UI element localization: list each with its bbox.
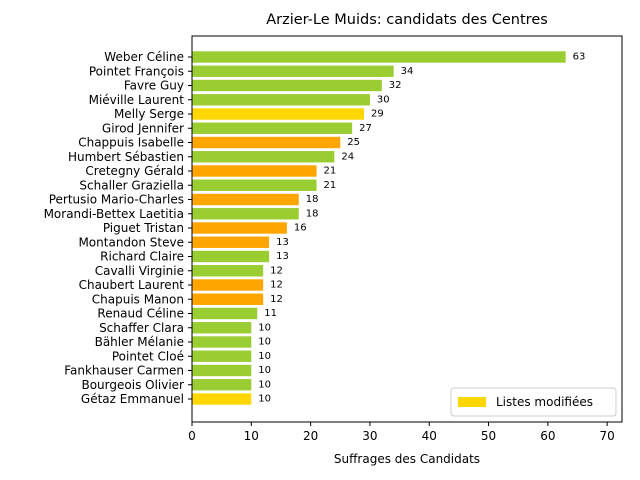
bar: [192, 336, 252, 348]
bar: [192, 364, 252, 377]
y-tick-label: Gétaz Emmanuel: [81, 392, 184, 406]
y-tick-label: Miéville Laurent: [89, 93, 185, 107]
bar: [192, 65, 394, 77]
y-tick-label: Bähler Mélanie: [95, 335, 184, 349]
bar: [192, 193, 299, 206]
x-tick-label: 0: [188, 429, 196, 443]
data-label: 10: [258, 379, 271, 390]
x-tick-label: 10: [244, 429, 259, 443]
chart-title: Arzier-Le Muids: candidats des Centres: [266, 12, 548, 28]
data-label: 63: [573, 52, 586, 63]
y-tick-label: Favre Guy: [124, 79, 184, 93]
bar: [192, 122, 353, 134]
data-label: 12: [270, 265, 283, 276]
data-label: 18: [306, 208, 319, 219]
x-tick-label: 30: [362, 429, 377, 443]
data-label: 18: [306, 194, 319, 205]
data-label: 10: [258, 394, 271, 405]
y-tick-label: Cretegny Gérald: [85, 164, 184, 178]
bar: [192, 151, 335, 163]
data-label: 29: [371, 109, 384, 120]
data-label: 11: [264, 308, 277, 319]
y-tick-label: Schaller Graziella: [79, 178, 184, 192]
data-label: 13: [276, 237, 289, 248]
x-tick-label: 20: [303, 429, 318, 443]
legend-swatch: [458, 397, 486, 407]
data-label: 10: [258, 337, 271, 348]
bar: [192, 51, 566, 63]
x-tick-label: 40: [422, 429, 437, 443]
bar: [192, 293, 264, 305]
y-tick-label: Weber Céline: [104, 50, 184, 64]
data-label: 12: [270, 280, 283, 291]
data-labels: 63 34 32 30 29 27 25 24 21 21 18 18 16 13 13 12 12 12 11 10…: [258, 52, 585, 405]
bar: [192, 279, 264, 291]
y-tick-label: Melly Serge: [114, 107, 184, 121]
y-tick-label: Chaubert Laurent: [79, 278, 185, 292]
data-label: 21: [324, 180, 337, 191]
x-axis: 0 10 20 30 40 50 60 70: [188, 422, 615, 443]
data-label: 32: [389, 80, 402, 91]
data-label: 30: [377, 94, 390, 105]
legend: Listes modifiées: [450, 387, 617, 417]
y-tick-label: Chapuis Manon: [92, 292, 184, 306]
bar: [192, 79, 382, 92]
data-label: 10: [258, 322, 271, 333]
bars-group: [192, 51, 566, 405]
data-label: 10: [258, 365, 271, 376]
y-tick-label: Bourgeois Olivier: [81, 378, 184, 392]
bar: [192, 208, 299, 220]
x-tick-label: 60: [540, 429, 555, 443]
data-label: 24: [341, 151, 354, 162]
bar: [192, 350, 252, 362]
y-tick-label: Humbert Sébastien: [68, 150, 184, 164]
bar: [192, 94, 370, 106]
bar: [192, 136, 341, 149]
bar: [192, 250, 270, 263]
bar: [192, 165, 317, 177]
y-tick-label: Fankhauser Carmen: [64, 364, 184, 378]
bar: [192, 322, 252, 334]
data-label: 21: [324, 166, 337, 177]
data-label: 27: [359, 123, 372, 134]
y-tick-label: Piguet Tristan: [103, 221, 184, 235]
bar: [192, 379, 252, 391]
bar: [192, 179, 317, 191]
y-tick-label: Montandon Steve: [78, 235, 184, 249]
legend-label: Listes modifiées: [496, 395, 593, 409]
bar: [192, 265, 264, 277]
data-label: 13: [276, 251, 289, 262]
y-tick-label: Pertusio Mario-Charles: [49, 193, 184, 207]
x-axis-label: Suffrages des Candidats: [334, 452, 480, 466]
x-tick-label: 70: [600, 429, 615, 443]
y-tick-label: Pointet François: [89, 64, 184, 78]
y-tick-label: Renaud Céline: [97, 307, 184, 321]
y-tick-label: Schaffer Clara: [99, 321, 184, 335]
data-label: 25: [347, 137, 360, 148]
legend-box: [450, 387, 617, 417]
y-tick-label: Chappuis Isabelle: [78, 136, 184, 150]
bar: [192, 307, 258, 320]
x-tick-label: 50: [481, 429, 496, 443]
y-tick-label: Cavalli Virginie: [95, 264, 184, 278]
data-label: 16: [294, 223, 307, 234]
bar: [192, 222, 287, 234]
data-label: 12: [270, 294, 283, 305]
y-tick-label: Girod Jennifer: [102, 121, 184, 135]
bar: [192, 393, 252, 405]
y-tick-label: Richard Claire: [100, 250, 184, 264]
plot-frame: [191, 35, 623, 423]
bar: [192, 236, 270, 248]
y-tick-label: Morandi-Bettex Laetitia: [44, 207, 184, 221]
data-label: 10: [258, 351, 271, 362]
data-label: 34: [401, 66, 414, 77]
y-tick-label: Pointet Cloé: [112, 349, 184, 363]
bar: [192, 108, 364, 120]
